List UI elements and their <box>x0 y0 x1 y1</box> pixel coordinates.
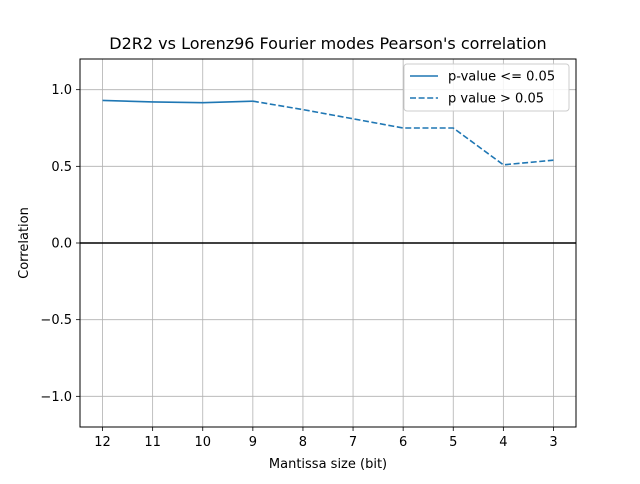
y-tick-label: −1.0 <box>40 390 72 405</box>
legend-entry-label: p-value <= 0.05 <box>448 70 555 85</box>
x-tick-label: 3 <box>549 435 557 450</box>
y-axis-label: Correlation <box>17 207 32 279</box>
x-tick-label: 9 <box>249 435 257 450</box>
series-line-significant <box>102 99 253 104</box>
legend: p-value <= 0.05 p value > 0.05 <box>403 63 570 112</box>
y-tick-label: 0.5 <box>51 160 72 175</box>
chart-title: D2R2 vs Lorenz96 Fourier modes Pearson's… <box>109 34 546 53</box>
y-tick-label: 1.0 <box>51 83 72 98</box>
x-tick-label: 4 <box>499 435 507 450</box>
x-tick-label: 12 <box>94 435 111 450</box>
series-layer <box>102 99 554 166</box>
y-tick-label: 0.0 <box>51 237 72 252</box>
y-tick-label: −0.5 <box>40 313 72 328</box>
x-tick-label: 8 <box>299 435 307 450</box>
x-tick-label: 6 <box>399 435 407 450</box>
x-tick-label: 11 <box>144 435 161 450</box>
x-tick-label: 5 <box>449 435 457 450</box>
x-tick-label: 7 <box>349 435 357 450</box>
x-axis-label: Mantissa size (bit) <box>269 457 387 472</box>
tick-layer: 12 11 10 9 8 7 6 5 4 3 −1.0 −0.5 0.0 0.5 1.0 <box>40 83 557 450</box>
x-tick-label: 10 <box>194 435 211 450</box>
legend-entry-label: p value > 0.05 <box>448 92 544 107</box>
legend-box <box>403 63 570 112</box>
